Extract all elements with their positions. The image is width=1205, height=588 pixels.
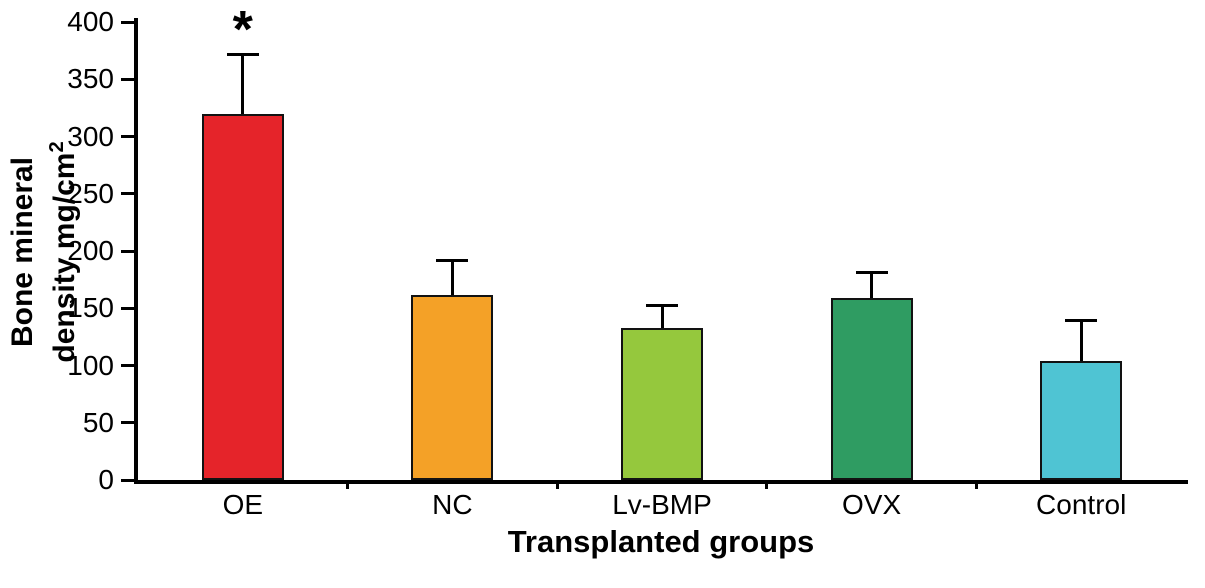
error-bar-line bbox=[450, 260, 454, 297]
bar-oe bbox=[201, 113, 284, 480]
error-bar-line bbox=[660, 305, 664, 330]
y-tick bbox=[121, 77, 134, 81]
y-tick bbox=[121, 192, 134, 196]
significance-asterisk: * bbox=[232, 1, 253, 60]
y-tick-label: 400 bbox=[67, 6, 114, 37]
bar-lv-bmp bbox=[621, 327, 703, 480]
y-tick-label: 150 bbox=[67, 292, 114, 324]
y-tick-label: 350 bbox=[67, 63, 114, 95]
x-category-label: OE bbox=[222, 489, 264, 520]
y-tick bbox=[121, 20, 134, 24]
x-tick bbox=[555, 480, 559, 489]
x-category-label: Lv-BMP bbox=[612, 489, 712, 520]
x-category-label: Control bbox=[1036, 489, 1127, 520]
y-tick bbox=[121, 364, 134, 367]
error-bar-cap bbox=[855, 271, 888, 275]
x-axis-title: Transplanted groups bbox=[507, 524, 815, 559]
y-tick-label: 200 bbox=[67, 235, 114, 266]
y-tick bbox=[121, 478, 134, 482]
y-tick bbox=[121, 249, 134, 253]
error-bar-cap bbox=[1065, 319, 1098, 323]
x-axis-line bbox=[134, 480, 1188, 484]
y-axis-line bbox=[134, 18, 138, 484]
x-category-label: OVX bbox=[842, 489, 902, 520]
error-bar-cap bbox=[646, 304, 678, 308]
x-tick bbox=[974, 480, 978, 489]
x-tick bbox=[765, 480, 769, 489]
y-tick-label: 250 bbox=[67, 177, 114, 209]
x-category-label: NC bbox=[432, 489, 473, 520]
bar-nc bbox=[411, 294, 494, 480]
bar-control bbox=[1040, 360, 1123, 480]
error-bar-cap bbox=[226, 52, 259, 56]
y-tick-label: 100 bbox=[67, 349, 114, 381]
error-bar-line bbox=[870, 272, 874, 300]
y-tick-label: 0 bbox=[98, 464, 114, 495]
y-tick-label: 50 bbox=[82, 406, 114, 438]
y-tick bbox=[121, 135, 134, 138]
y-tick bbox=[121, 306, 134, 310]
bar-ovx bbox=[830, 297, 913, 480]
error-bar-cap bbox=[436, 258, 469, 262]
y-tick-label: 300 bbox=[67, 120, 114, 152]
y-tick bbox=[121, 421, 134, 425]
error-bar-line bbox=[1079, 320, 1083, 363]
error-bar-line bbox=[241, 54, 245, 116]
x-tick bbox=[346, 480, 350, 489]
